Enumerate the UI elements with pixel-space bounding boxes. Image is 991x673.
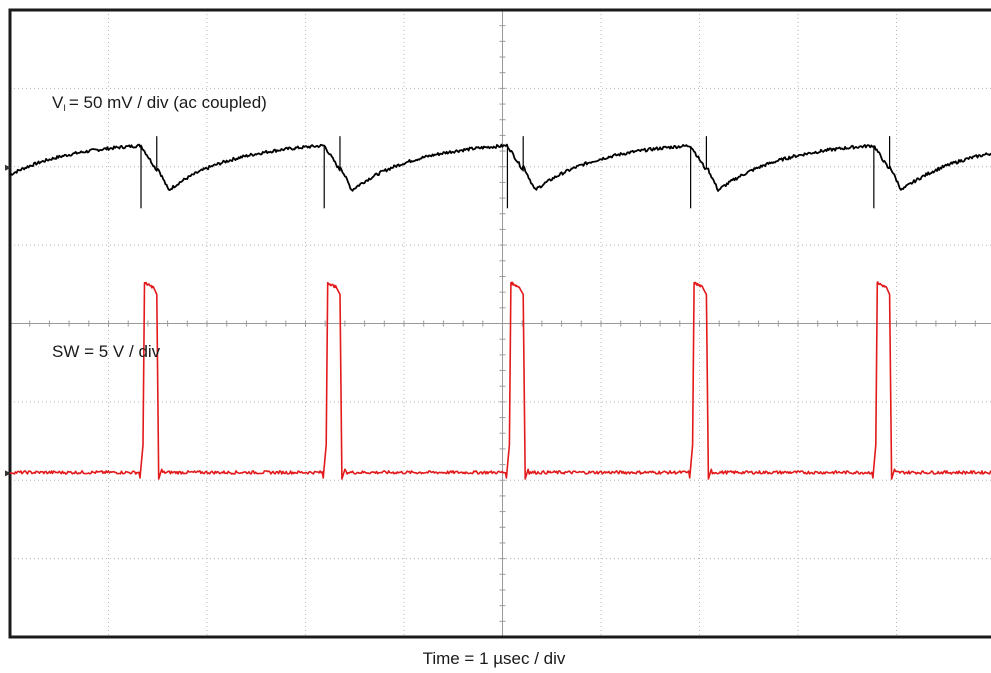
ch2-label: SW = 5 V / div — [52, 342, 161, 361]
ch1-trace — [9, 143, 991, 192]
traces — [9, 136, 991, 480]
ch2-trace — [9, 281, 991, 480]
channel-markers — [5, 164, 11, 477]
plot-border — [8, 8, 991, 639]
ch1-ground-marker — [5, 164, 11, 171]
ch2-ground-marker — [5, 470, 11, 477]
x-axis-label: Time = 1 µsec / div — [423, 649, 566, 668]
ch1-label: VI = 50 mV / div (ac coupled) — [52, 93, 267, 113]
graticule — [10, 10, 991, 637]
